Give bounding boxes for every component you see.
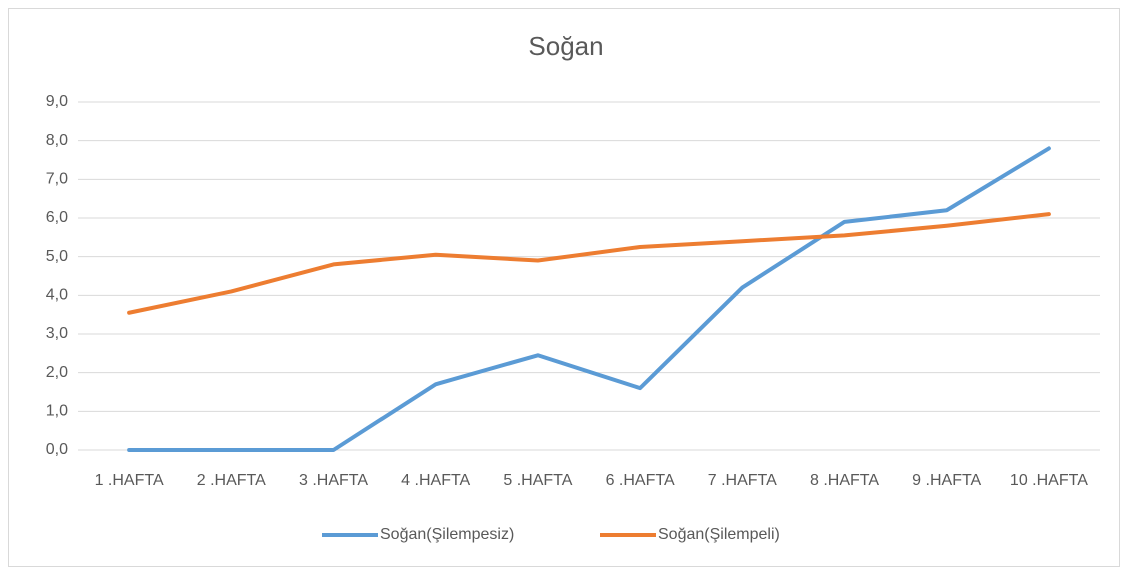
y-tick-label: 6,0 xyxy=(46,209,68,226)
x-tick-label: 7 .HAFTA xyxy=(708,472,777,489)
x-tick-label: 1 .HAFTA xyxy=(95,472,164,489)
y-tick-label: 7,0 xyxy=(46,171,68,188)
y-tick-label: 2,0 xyxy=(46,364,68,381)
x-tick-label: 9 .HAFTA xyxy=(912,472,981,489)
legend-label: Soğan(Şilempesiz) xyxy=(380,526,514,543)
y-tick-label: 0,0 xyxy=(46,441,68,458)
y-tick-label: 5,0 xyxy=(46,248,68,265)
legend-label: Soğan(Şilempeli) xyxy=(658,526,780,543)
y-tick-label: 8,0 xyxy=(46,132,68,149)
y-tick-label: 4,0 xyxy=(46,287,68,304)
chart-title: Soğan xyxy=(528,31,603,61)
x-tick-label: 8 .HAFTA xyxy=(810,472,879,489)
x-tick-label: 10 .HAFTA xyxy=(1010,472,1088,489)
series-line xyxy=(127,212,1051,315)
y-tick-label: 9,0 xyxy=(46,93,68,110)
x-tick-label: 5 .HAFTA xyxy=(503,472,572,489)
x-tick-label: 4 .HAFTA xyxy=(401,472,470,489)
y-tick-label: 1,0 xyxy=(46,403,68,420)
y-tick-label: 3,0 xyxy=(46,325,68,342)
x-tick-label: 6 .HAFTA xyxy=(606,472,675,489)
series-line xyxy=(127,146,1051,452)
x-tick-label: 3 .HAFTA xyxy=(299,472,368,489)
x-tick-label: 2 .HAFTA xyxy=(197,472,266,489)
